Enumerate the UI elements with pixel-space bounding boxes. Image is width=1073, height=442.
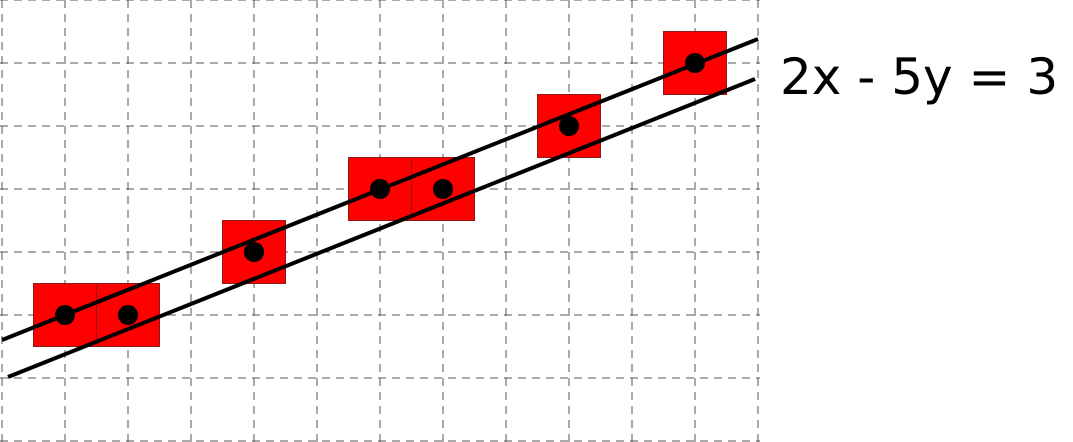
sample-point xyxy=(559,116,579,136)
lower-boundary-line xyxy=(7,77,756,379)
sample-point xyxy=(244,242,264,262)
sample-point xyxy=(55,305,75,325)
sample-point xyxy=(118,305,138,325)
sample-point xyxy=(433,179,453,199)
equation-label: 2x - 5y = 3 xyxy=(780,48,1059,106)
sample-point xyxy=(685,53,705,73)
sample-point xyxy=(370,179,390,199)
sample-points xyxy=(55,53,705,325)
